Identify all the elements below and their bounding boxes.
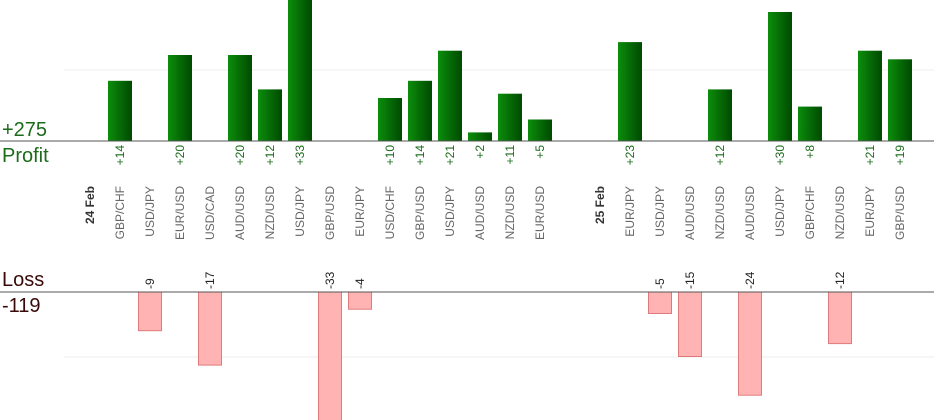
profit-total: +275: [2, 119, 48, 141]
category-label: AUD/USD: [233, 186, 247, 240]
category-label: NZD/USD: [503, 186, 517, 240]
baselines: [0, 140, 934, 293]
bar-profit: [858, 50, 882, 142]
bar-loss: [828, 291, 852, 345]
category-label: EUR/JPY: [863, 186, 877, 237]
category-label: NZD/USD: [263, 186, 277, 240]
value-label: +30: [773, 145, 787, 166]
category-label: GBP/CHF: [113, 186, 127, 239]
value-label: -17: [203, 271, 217, 289]
bar-profit: [228, 55, 252, 141]
bar-loss: [648, 291, 672, 314]
value-label: +14: [413, 145, 427, 166]
bar-profit: [258, 89, 282, 141]
category-label: GBP/CHF: [803, 186, 817, 239]
value-label: +2: [473, 145, 487, 159]
category-label: NZD/USD: [833, 186, 847, 240]
bar-profit: [708, 89, 732, 141]
value-label: +8: [803, 145, 817, 159]
labels: 24 Feb GBP/CHF +14 USD/JPY -9 EUR/USD +20 USD/C…: [83, 145, 907, 289]
bar-profit: [618, 42, 642, 141]
category-label: EUR/USD: [173, 186, 187, 240]
category-label: EUR/USD: [533, 186, 547, 240]
bar-loss: [198, 291, 222, 366]
bar-profit: [378, 98, 402, 141]
category-label: USD/CAD: [203, 186, 217, 240]
bar-profit: [498, 93, 522, 141]
bar-profit: [438, 50, 462, 142]
category-label: AUD/USD: [683, 186, 697, 240]
value-label: +20: [233, 145, 247, 166]
value-label: +21: [863, 145, 877, 166]
bar-loss: [678, 291, 702, 357]
bar-profit: [408, 80, 432, 141]
category-label: USD/CHF: [383, 186, 397, 239]
category-label: NZD/USD: [713, 186, 727, 240]
value-label: +14: [113, 145, 127, 166]
value-label: -33: [323, 271, 337, 289]
bar-profit: [528, 119, 552, 141]
value-label: -4: [353, 278, 367, 289]
value-label: +12: [263, 145, 277, 166]
profit-label: Profit: [2, 145, 49, 167]
bar-profit: [468, 132, 492, 141]
category-label: AUD/USD: [473, 186, 487, 240]
bar-profit: [168, 55, 192, 141]
category-label: EUR/JPY: [623, 186, 637, 237]
value-label: -5: [653, 278, 667, 289]
bar-profit: [888, 59, 912, 141]
category-label: USD/JPY: [773, 186, 787, 237]
date-label: 25 Feb: [593, 186, 607, 224]
category-label: USD/JPY: [293, 186, 307, 237]
value-label: +5: [533, 145, 547, 159]
bar-loss: [318, 291, 342, 420]
value-label: +11: [503, 145, 517, 165]
value-label: +33: [293, 145, 307, 166]
category-label: USD/JPY: [443, 186, 457, 237]
category-label: EUR/JPY: [353, 186, 367, 237]
category-label: GBP/USD: [323, 186, 337, 240]
category-label: GBP/USD: [413, 186, 427, 240]
bar-profit: [288, 0, 312, 141]
category-label: USD/JPY: [653, 186, 667, 237]
bar-loss: [738, 291, 762, 396]
category-label: AUD/USD: [743, 186, 757, 240]
bars: [108, 0, 912, 420]
value-label: -12: [833, 271, 847, 289]
bar-profit: [768, 12, 792, 141]
value-label: +19: [893, 145, 907, 166]
value-label: +12: [713, 145, 727, 166]
value-label: +21: [443, 145, 457, 166]
value-label: -9: [143, 278, 157, 289]
category-label: GBP/USD: [893, 186, 907, 240]
value-label: +20: [173, 145, 187, 166]
category-label: USD/JPY: [143, 186, 157, 237]
value-label: -15: [683, 271, 697, 289]
date-label: 24 Feb: [83, 186, 97, 224]
loss-total: -119: [2, 295, 41, 317]
value-label: -24: [743, 271, 757, 289]
bar-loss: [348, 291, 372, 310]
loss-label: Loss: [2, 269, 45, 291]
value-label: +10: [383, 145, 397, 166]
bar-profit: [108, 80, 132, 141]
bar-profit: [798, 106, 822, 141]
value-label: +23: [623, 145, 637, 166]
bar-loss: [138, 291, 162, 332]
